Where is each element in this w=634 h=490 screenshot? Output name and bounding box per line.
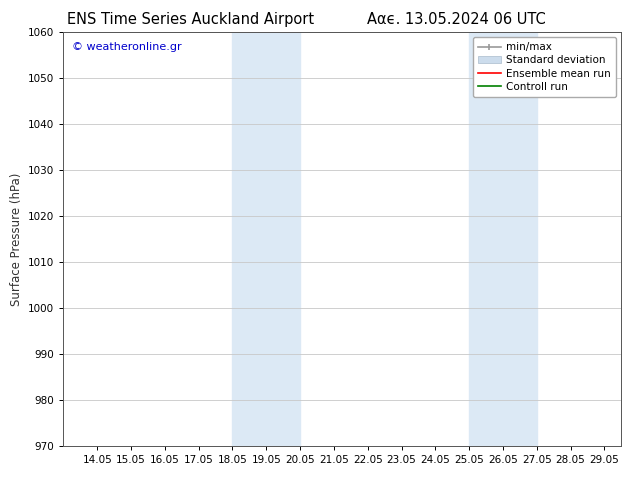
Bar xyxy=(469,32,537,446)
Text: ENS Time Series Auckland Airport: ENS Time Series Auckland Airport xyxy=(67,12,314,27)
Text: © weatheronline.gr: © weatheronline.gr xyxy=(72,42,181,52)
Legend: min/max, Standard deviation, Ensemble mean run, Controll run: min/max, Standard deviation, Ensemble me… xyxy=(473,37,616,97)
Bar xyxy=(233,32,300,446)
Y-axis label: Surface Pressure (hPa): Surface Pressure (hPa) xyxy=(10,172,23,306)
Text: Ααϵ. 13.05.2024 06 UTC: Ααϵ. 13.05.2024 06 UTC xyxy=(367,12,546,27)
